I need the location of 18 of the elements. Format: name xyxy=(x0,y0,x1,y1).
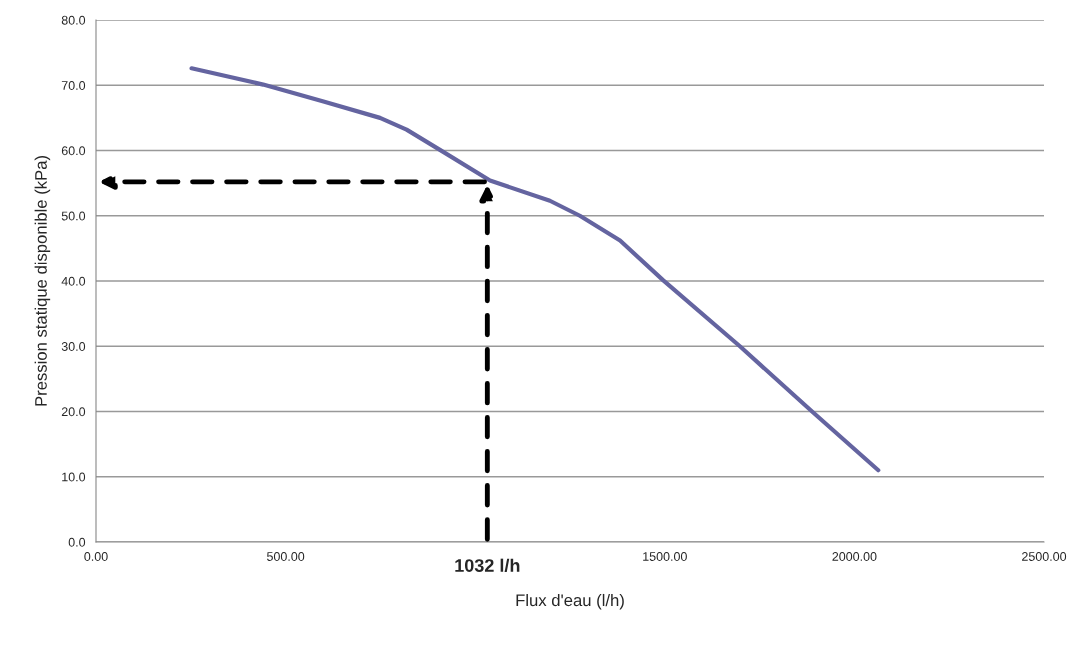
line-series xyxy=(189,66,881,473)
x-tick-label: 0.00 xyxy=(84,552,108,561)
y-axis-title: Pression statique disponible (kPa) xyxy=(34,156,51,406)
y-tick-label: 40.0 xyxy=(61,276,86,286)
x-tick-label: 500.00 xyxy=(266,552,305,561)
x-tick-label: 1500.00 xyxy=(643,552,687,561)
y-tick-label: 20.0 xyxy=(61,407,86,417)
x-tick-label: 2000.00 xyxy=(832,552,877,561)
y-tick-label: 80.0 xyxy=(61,15,86,25)
y-tick-label: 10.0 xyxy=(62,472,86,482)
y-tick-label: 30.0 xyxy=(61,342,86,351)
x-tick-label: 2500.00 xyxy=(1022,552,1067,561)
y-tick-label: 70.0 xyxy=(61,81,86,90)
y-tick-label: 50.0 xyxy=(61,211,86,221)
y-tick-label: 60.0 xyxy=(61,146,86,156)
x-axis-title: Flux d'eau (l/h) xyxy=(516,593,624,610)
annotation: 1032 l/h xyxy=(455,558,520,573)
y-tick-label: 0.0 xyxy=(68,537,86,547)
